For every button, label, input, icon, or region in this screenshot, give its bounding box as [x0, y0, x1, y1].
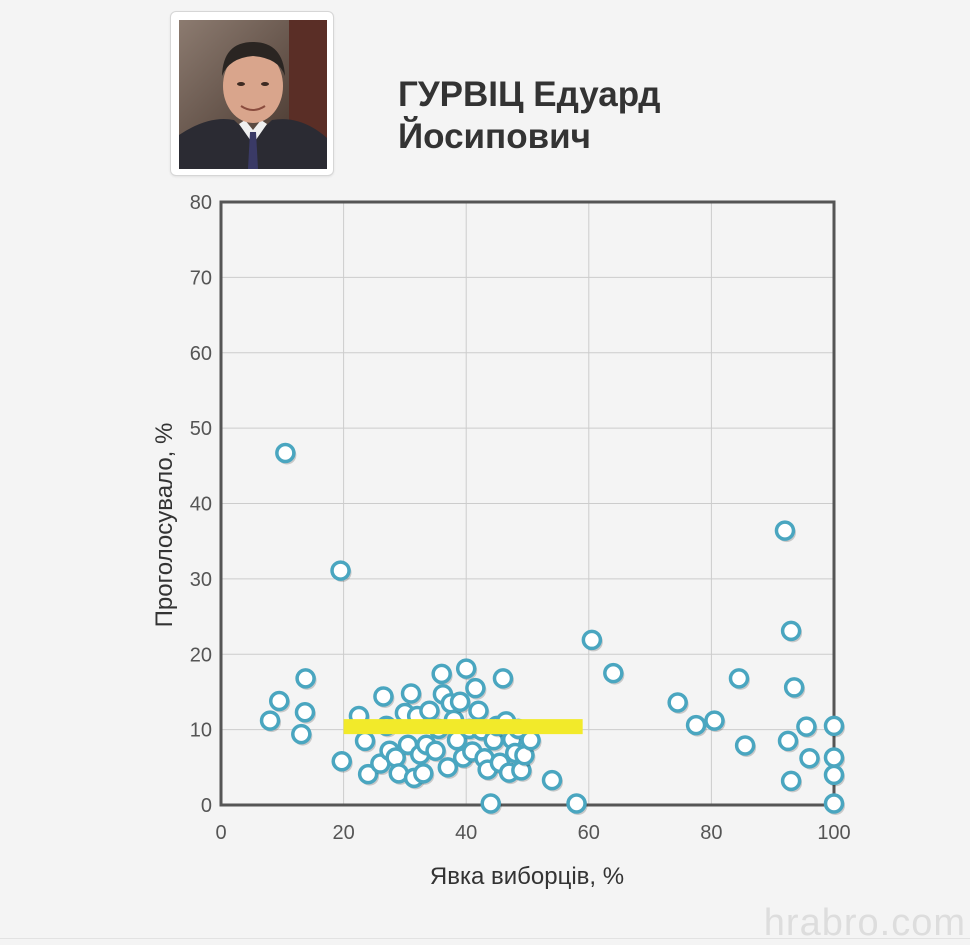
data-point [291, 723, 312, 745]
data-point [667, 692, 688, 713]
data-point [780, 770, 802, 792]
data-point [465, 677, 486, 699]
data-point [734, 735, 756, 756]
watermark: hrabro.com [763, 902, 966, 944]
data-point [823, 747, 845, 768]
data-point [480, 793, 501, 814]
x-tick-label: 20 [332, 822, 354, 844]
data-point [520, 729, 541, 751]
data-point [774, 520, 796, 541]
plot-frame [219, 200, 836, 807]
data-point [331, 751, 353, 772]
data-point [823, 715, 845, 737]
data-point [566, 793, 587, 814]
data-point [783, 677, 805, 698]
data-point [541, 769, 563, 791]
data-point [419, 700, 440, 722]
y-axis-label: Проголосувало, % [151, 423, 178, 628]
data-point [425, 740, 446, 761]
data-point [780, 620, 802, 642]
y-tick-label: 60 [190, 343, 212, 365]
x-tick-label: 60 [578, 822, 600, 844]
candidate-photo [179, 20, 327, 169]
data-point [431, 663, 452, 685]
chart-ticks: 0 20 40 60 80 100 0 10 20 30 40 50 60 70 80 [190, 192, 851, 844]
data-point [685, 714, 707, 736]
candidate-name: ГУРВІЦ Едуард Йосипович [398, 74, 660, 158]
x-tick-label: 0 [215, 822, 226, 844]
data-point [330, 560, 351, 581]
data-point [268, 690, 290, 712]
data-point [259, 710, 281, 731]
footer-divider [0, 938, 970, 939]
x-tick-label: 80 [700, 822, 722, 844]
data-point [354, 730, 376, 752]
data-point [275, 442, 296, 464]
data-point [373, 686, 394, 707]
data-point [728, 668, 750, 689]
x-tick-label: 40 [455, 822, 477, 844]
data-point [704, 710, 725, 731]
candidate-photo-frame [170, 11, 334, 176]
data-point [796, 716, 817, 737]
data-point [449, 691, 471, 712]
y-tick-label: 10 [190, 720, 212, 742]
y-tick-label: 80 [190, 192, 212, 214]
data-point [468, 700, 489, 722]
data-point [603, 662, 624, 684]
y-tick-label: 20 [190, 644, 212, 666]
x-tick-label: 100 [817, 822, 850, 844]
data-point [437, 757, 459, 778]
chart-grid [221, 202, 834, 805]
data-point [400, 683, 422, 704]
data-points [259, 442, 845, 815]
data-point [823, 793, 845, 814]
y-tick-label: 50 [190, 418, 212, 440]
data-point [777, 730, 799, 752]
y-tick-label: 70 [190, 267, 212, 289]
data-point [492, 668, 514, 689]
candidate-name-line1: ГУРВІЦ Едуард [398, 75, 661, 114]
data-point [413, 763, 434, 784]
x-axis-label: Явка виборців, % [430, 863, 624, 890]
data-point [294, 702, 316, 723]
data-point [295, 668, 316, 689]
y-tick-label: 30 [190, 569, 212, 591]
data-point [799, 748, 820, 769]
data-point [455, 658, 477, 679]
y-tick-label: 40 [190, 494, 212, 516]
candidate-name-line2: Йосипович [398, 117, 591, 156]
y-tick-label: 0 [201, 795, 212, 817]
data-point [823, 764, 845, 786]
data-point [581, 629, 603, 651]
